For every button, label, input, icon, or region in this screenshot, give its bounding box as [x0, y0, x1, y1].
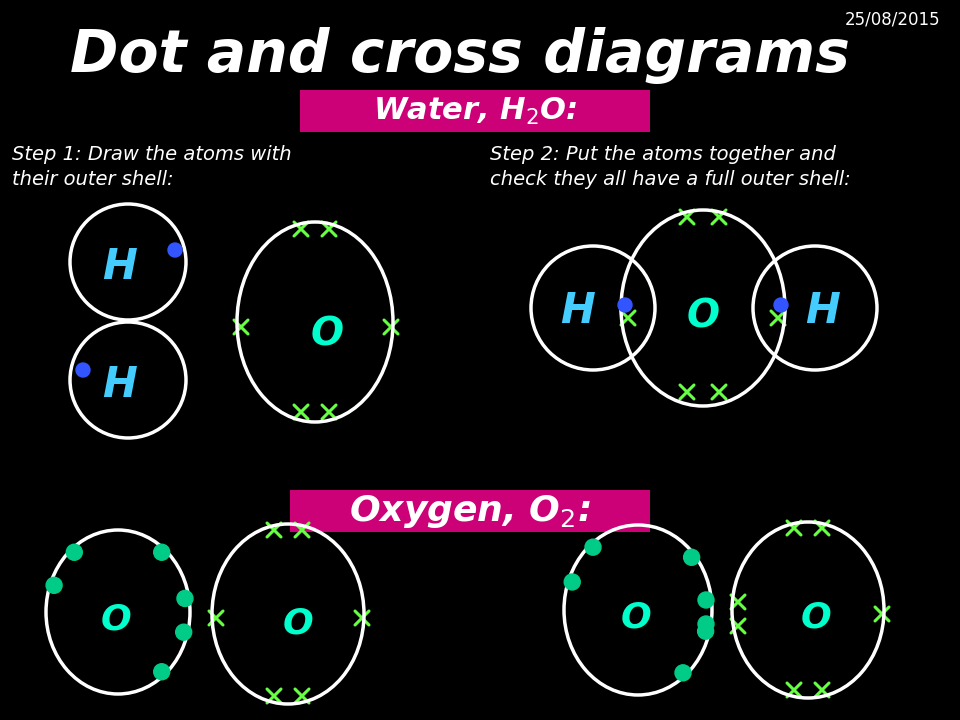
- Text: O: O: [310, 315, 344, 353]
- Text: O: O: [801, 601, 831, 635]
- Circle shape: [46, 577, 62, 593]
- Text: O: O: [686, 297, 719, 335]
- Circle shape: [177, 590, 193, 606]
- Text: Step 2: Put the atoms together and
check they all have a full outer shell:: Step 2: Put the atoms together and check…: [490, 145, 851, 189]
- Text: H: H: [805, 290, 840, 332]
- Text: 25/08/2015: 25/08/2015: [845, 11, 940, 29]
- Circle shape: [66, 544, 83, 560]
- Circle shape: [675, 665, 691, 681]
- Circle shape: [684, 549, 700, 565]
- Circle shape: [774, 298, 788, 312]
- Circle shape: [698, 624, 713, 639]
- Circle shape: [154, 664, 170, 680]
- Text: O: O: [101, 603, 132, 637]
- Bar: [300, 90, 650, 132]
- Text: Oxygen, O$_2$:: Oxygen, O$_2$:: [349, 492, 590, 529]
- Circle shape: [168, 243, 182, 257]
- Text: Step 1: Draw the atoms with
their outer shell:: Step 1: Draw the atoms with their outer …: [12, 145, 292, 189]
- Text: Water, H$_2$O:: Water, H$_2$O:: [372, 96, 577, 127]
- Text: O: O: [620, 601, 652, 635]
- Circle shape: [585, 539, 601, 555]
- Text: H: H: [103, 246, 137, 288]
- Text: H: H: [561, 290, 595, 332]
- Text: O: O: [282, 607, 313, 641]
- Circle shape: [618, 298, 632, 312]
- Text: Dot and cross diagrams: Dot and cross diagrams: [70, 27, 850, 84]
- Circle shape: [698, 616, 714, 632]
- Circle shape: [154, 544, 170, 560]
- Circle shape: [564, 574, 580, 590]
- Text: H: H: [103, 364, 137, 406]
- Bar: [290, 490, 650, 532]
- Circle shape: [76, 363, 90, 377]
- Circle shape: [176, 624, 192, 640]
- Circle shape: [698, 592, 714, 608]
